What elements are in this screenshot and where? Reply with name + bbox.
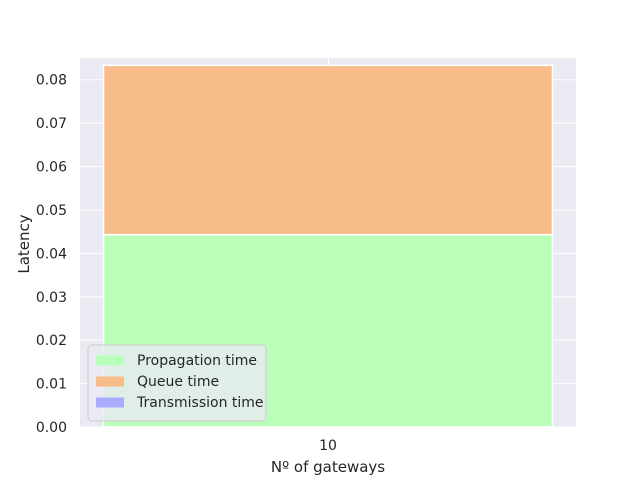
y-tick-label: 0.07	[36, 116, 67, 132]
y-tick-label: 0.08	[36, 73, 67, 89]
legend-box	[87, 344, 267, 422]
legend-swatch	[96, 397, 124, 408]
y-tick-label: 0.03	[36, 290, 67, 306]
y-tick-label: 0.00	[36, 420, 67, 436]
y-tick-label: 0.01	[36, 377, 67, 393]
x-tick-labels: 10	[319, 438, 337, 454]
y-tick-label: 0.05	[36, 203, 67, 219]
legend-label: Propagation time	[137, 353, 257, 369]
y-tick-label: 0.04	[36, 246, 67, 262]
legend-swatch	[96, 376, 124, 387]
legend: Propagation time Queue time Transmission t…	[87, 344, 267, 422]
legend-swatch	[96, 355, 124, 366]
x-axis-label: Nº of gateways	[271, 458, 385, 476]
y-axis-label: Latency	[15, 214, 33, 273]
x-tick-label: 10	[319, 438, 337, 454]
y-tick-labels: 0.00 0.01 0.02 0.03 0.04 0.05 0.06 0.07 0.08	[36, 73, 67, 436]
y-tick-label: 0.02	[36, 333, 67, 349]
legend-label: Queue time	[137, 374, 219, 390]
bar-segment-queue-time	[102, 64, 554, 236]
y-tick-label: 0.06	[36, 160, 67, 176]
legend-label: Transmission time	[136, 395, 264, 411]
